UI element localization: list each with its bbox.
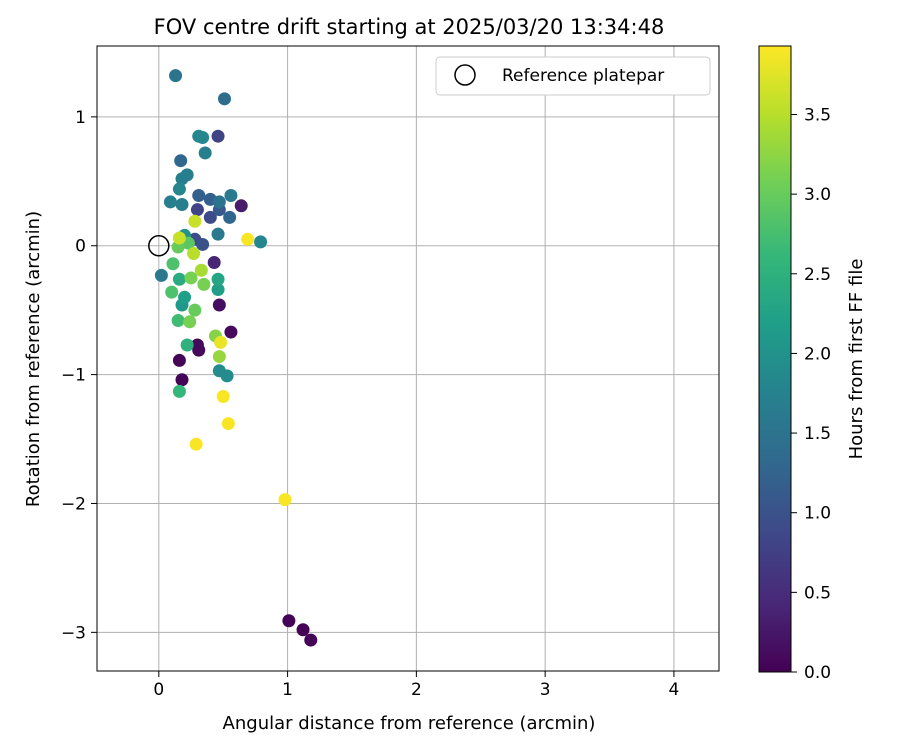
data-point (212, 298, 226, 312)
x-tick-label: 0 (153, 680, 164, 700)
colorbar-ticks: 0.0 0.5 1.0 1.5 2.0 2.5 3.0 3.5 (791, 105, 831, 683)
chart-title: FOV centre drift starting at 2025/03/20 … (154, 15, 665, 39)
grid-lines (97, 46, 719, 671)
data-point (188, 214, 202, 228)
data-point (214, 335, 228, 349)
data-point (180, 338, 194, 352)
y-axis-label: Rotation from reference (arcmin) (23, 211, 44, 507)
axes: 0 1 2 3 4 −3 −2 −1 0 1 (61, 45, 720, 700)
data-point (296, 623, 310, 637)
y-tick-label: 1 (75, 108, 86, 128)
data-point (192, 188, 206, 202)
data-points (148, 69, 318, 647)
data-point (192, 129, 206, 143)
data-point (183, 315, 197, 329)
data-point (212, 364, 226, 378)
colorbar-tick-label: 3.5 (804, 105, 831, 125)
colorbar: 0.0 0.5 1.0 1.5 2.0 2.5 3.0 3.5 Hours from firs… (758, 45, 867, 683)
data-point (180, 168, 194, 182)
data-point (184, 271, 198, 285)
data-point (174, 154, 188, 168)
reference-platepar-marker (148, 234, 170, 257)
data-point (165, 285, 179, 299)
y-tick-label: −1 (61, 366, 86, 386)
y-tick-label: 0 (75, 237, 86, 257)
data-point (211, 272, 225, 286)
colorbar-tick-label: 0.0 (804, 663, 831, 683)
data-point (212, 350, 226, 364)
y-tick-label: −2 (61, 494, 86, 514)
data-point (192, 343, 206, 357)
data-point (169, 69, 183, 83)
y-tick-label: −3 (61, 623, 86, 643)
data-point (172, 231, 186, 245)
data-point (172, 272, 186, 286)
legend-label: Reference platepar (502, 66, 664, 86)
data-point (304, 633, 318, 647)
data-point (282, 614, 296, 628)
data-point (178, 290, 192, 304)
plot-frame (96, 45, 720, 672)
data-point (224, 325, 238, 339)
data-point (207, 255, 221, 269)
colorbar-tick-label: 2.5 (804, 265, 831, 285)
data-point (166, 257, 180, 271)
data-point (163, 195, 177, 209)
data-point (175, 373, 189, 387)
data-point (172, 182, 186, 196)
x-tick-label: 2 (411, 680, 422, 700)
colorbar-gradient (758, 45, 792, 673)
colorbar-label: Hours from first FF file (846, 259, 867, 460)
data-point (221, 417, 235, 431)
legend: Reference platepar (435, 56, 711, 96)
data-point (172, 384, 186, 398)
data-point (212, 195, 226, 209)
x-axis-label: Angular distance from reference (arcmin) (223, 713, 596, 734)
colorbar-tick-label: 1.5 (804, 424, 831, 444)
data-point (172, 353, 186, 367)
legend-box (435, 56, 711, 96)
data-point (198, 146, 212, 160)
colorbar-tick-label: 0.5 (804, 583, 831, 603)
data-point (211, 283, 225, 297)
data-point (154, 268, 168, 282)
data-point (211, 129, 225, 143)
data-point (188, 303, 202, 317)
colorbar-tick-label: 3.0 (804, 185, 831, 205)
data-point (189, 437, 203, 451)
legend-marker-open-circle (454, 64, 476, 86)
data-point (254, 235, 268, 249)
data-point (211, 227, 225, 241)
data-point (175, 198, 189, 212)
x-tick-label: 3 (540, 680, 551, 700)
data-point (190, 203, 204, 217)
data-point (278, 493, 292, 507)
data-point (194, 263, 208, 277)
data-point (241, 232, 255, 246)
x-tick-label: 1 (282, 680, 293, 700)
data-point (217, 92, 231, 106)
data-point (171, 313, 185, 327)
data-point (234, 199, 248, 213)
x-tick-label: 4 (669, 680, 680, 700)
data-point (196, 237, 210, 251)
data-point (197, 277, 211, 291)
data-point (203, 210, 217, 224)
data-point (223, 210, 237, 224)
data-point (216, 390, 230, 404)
colorbar-tick-label: 1.0 (804, 504, 831, 524)
colorbar-tick-label: 2.0 (804, 344, 831, 364)
data-point (224, 188, 238, 202)
data-point (187, 246, 201, 260)
